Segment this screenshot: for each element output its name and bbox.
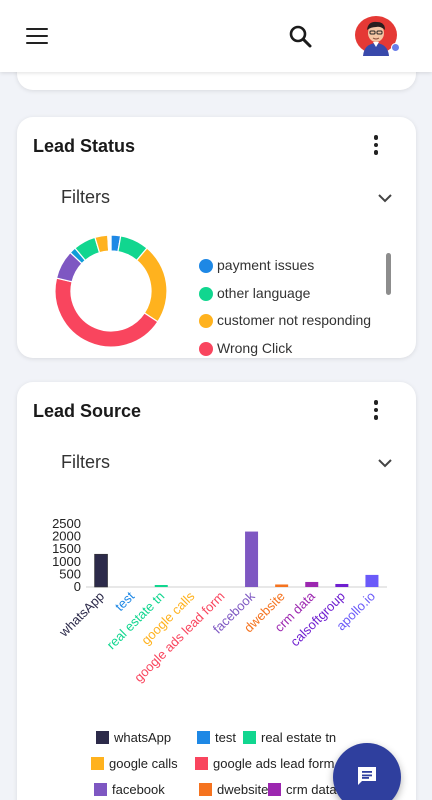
legend-swatch [199, 286, 213, 301]
filters-dropdown[interactable]: Filters [61, 452, 393, 476]
legend-label: other language [217, 284, 311, 301]
hamburger-icon[interactable] [26, 28, 48, 45]
legend-label: payment issues [217, 257, 315, 273]
legend-label: facebook [112, 782, 165, 797]
search-icon[interactable] [288, 24, 314, 50]
legend-label: test [215, 730, 236, 745]
legend-label: google ads lead form [213, 756, 335, 771]
legend-item[interactable]: dwebsite [199, 782, 268, 797]
legend-swatch [199, 341, 213, 356]
lead-status-legend: payment issues other language customer not… [199, 257, 389, 358]
y-tick-label: 1500 [52, 541, 81, 556]
more-options-icon[interactable] [366, 400, 386, 422]
y-tick-label: 2500 [52, 516, 81, 531]
lead-status-card: Lead Status Filters payment issues other … [17, 117, 416, 358]
x-tick-label: whatsApp [55, 589, 107, 641]
legend-swatch [268, 783, 281, 796]
legend-swatch [94, 783, 107, 796]
more-options-icon[interactable] [366, 135, 386, 157]
card-title: Lead Status [33, 136, 136, 156]
legend-item[interactable]: google calls [91, 756, 178, 771]
bar[interactable] [245, 531, 259, 587]
legend-label: whatsApp [114, 730, 172, 745]
legend-swatch [199, 783, 212, 796]
bar[interactable] [365, 574, 379, 587]
legend-item[interactable]: whatsApp [96, 730, 171, 745]
legend-label: dwebsite [217, 782, 269, 797]
legend-item[interactable]: facebook [94, 782, 165, 797]
online-status-dot [391, 43, 400, 52]
legend-item[interactable]: other language [199, 285, 389, 313]
legend-swatch [195, 757, 208, 770]
legend-swatch [199, 259, 213, 273]
legend-swatch [197, 731, 210, 744]
lead-source-card: Lead Source Filters 0 500 1000 1500 2000 2500… [17, 382, 416, 800]
bar[interactable] [305, 581, 319, 587]
legend-swatch [96, 731, 109, 744]
user-avatar[interactable] [354, 16, 400, 56]
legend-label: google calls [109, 756, 178, 771]
lead-source-legend: whatsApp test real estate tn google calls go… [17, 726, 416, 800]
chat-fab-button[interactable] [333, 743, 401, 800]
legend-item[interactable]: Wrong Click [199, 340, 389, 358]
legend-label: real estate tn [261, 730, 337, 745]
bar[interactable] [275, 584, 289, 587]
y-tick-label: 1000 [52, 554, 81, 569]
legend-label: crm data [286, 782, 337, 797]
x-tick-label: test [112, 588, 138, 614]
legend-swatch [199, 314, 213, 329]
y-tick-label: 500 [59, 566, 81, 581]
filters-label: Filters [61, 187, 110, 207]
filters-dropdown[interactable]: Filters [61, 187, 393, 211]
legend-scrollbar[interactable] [386, 253, 391, 295]
card-title: Lead Source [33, 401, 142, 421]
y-tick-label: 0 [74, 579, 81, 594]
y-tick-label: 2000 [52, 529, 81, 544]
legend-item[interactable]: customer not responding [199, 312, 389, 340]
legend-item[interactable]: real estate tn [243, 730, 336, 745]
legend-label: customer not responding [217, 312, 372, 329]
bar[interactable] [154, 585, 168, 587]
legend-item[interactable]: crm data [268, 782, 337, 797]
chevron-down-icon [378, 459, 392, 468]
legend-swatch [91, 757, 104, 770]
legend-item[interactable]: google ads lead form [195, 756, 334, 771]
legend-item[interactable]: payment issues [199, 257, 389, 285]
lead-status-donut-chart [54, 234, 168, 348]
chat-icon [358, 767, 376, 785]
donut-slice[interactable] [135, 247, 168, 323]
donut-slice[interactable] [107, 234, 112, 252]
bar[interactable] [94, 553, 108, 588]
donut-slice[interactable] [54, 277, 159, 348]
bar[interactable] [335, 583, 349, 587]
avatar-illustration-icon [355, 16, 397, 56]
filters-label: Filters [61, 452, 110, 472]
chevron-down-icon [378, 194, 392, 203]
legend-swatch [243, 731, 256, 744]
legend-item[interactable]: test [197, 730, 236, 745]
legend-label: Wrong Click [217, 339, 293, 356]
app-bar [0, 0, 432, 72]
